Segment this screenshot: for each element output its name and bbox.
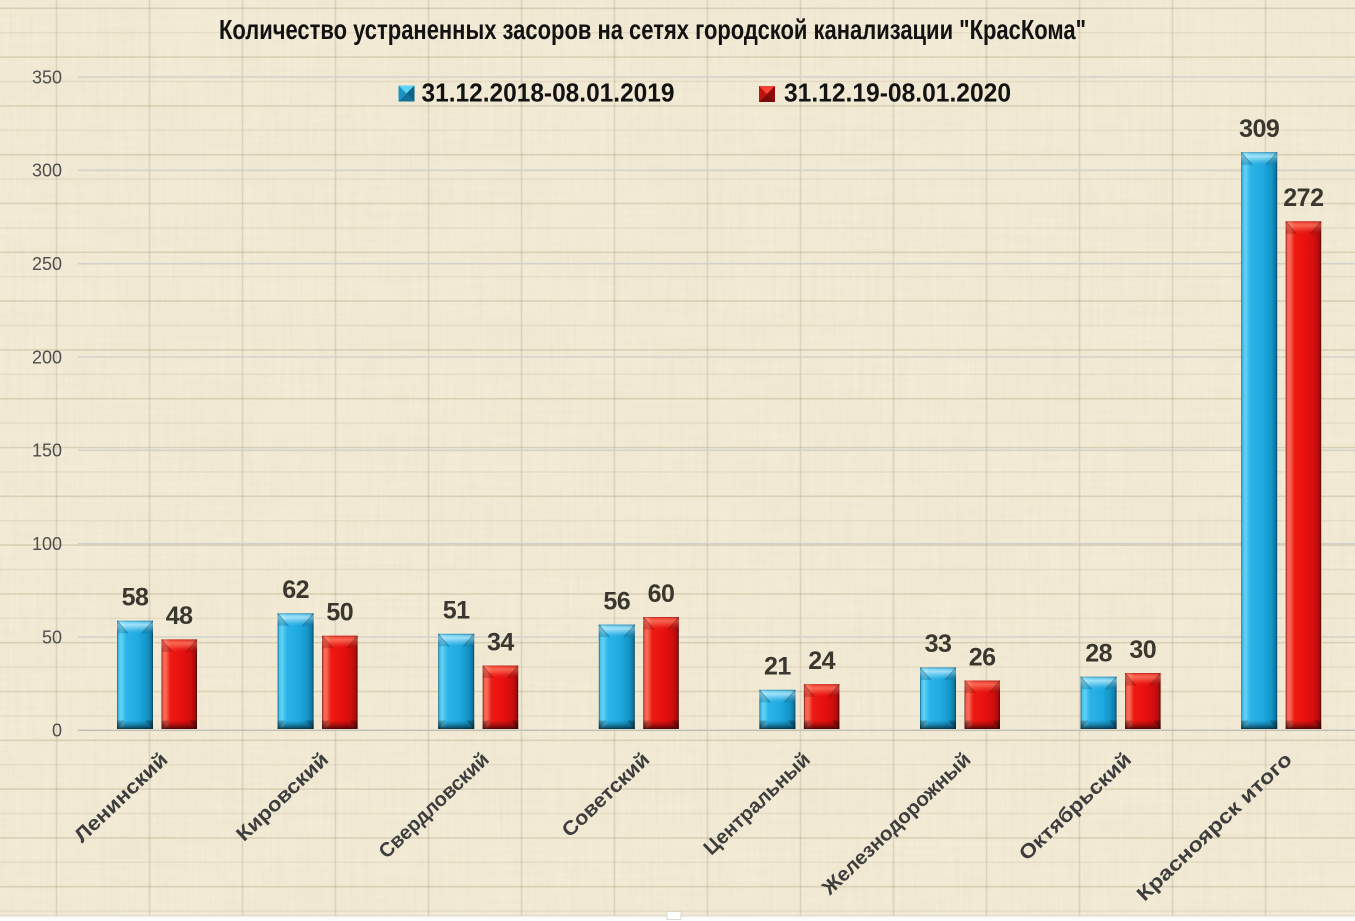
- svg-text:0: 0: [52, 721, 62, 741]
- svg-text:51: 51: [443, 597, 470, 625]
- svg-text:200: 200: [32, 347, 62, 367]
- svg-text:33: 33: [925, 630, 952, 658]
- svg-text:34: 34: [487, 628, 514, 656]
- svg-text:31.12.19-08.01.2020: 31.12.19-08.01.2020: [784, 78, 1011, 108]
- svg-text:28: 28: [1085, 640, 1112, 668]
- svg-text:56: 56: [603, 587, 630, 615]
- svg-text:30: 30: [1129, 636, 1156, 664]
- svg-text:48: 48: [166, 602, 193, 630]
- svg-text:50: 50: [42, 627, 62, 647]
- svg-text:Количество устраненных засоро: Количество устраненных засоров на сетях …: [219, 14, 1086, 45]
- svg-text:24: 24: [808, 647, 835, 675]
- svg-text:31.12.2018-08.01.2019: 31.12.2018-08.01.2019: [422, 78, 675, 108]
- svg-text:50: 50: [326, 599, 353, 627]
- svg-text:150: 150: [32, 441, 62, 461]
- svg-text:100: 100: [32, 534, 62, 554]
- svg-text:60: 60: [648, 580, 675, 608]
- svg-text:309: 309: [1239, 115, 1279, 143]
- svg-text:250: 250: [32, 254, 62, 274]
- svg-text:62: 62: [282, 576, 309, 604]
- svg-text:21: 21: [764, 653, 791, 681]
- svg-text:58: 58: [122, 584, 149, 612]
- svg-text:350: 350: [32, 67, 62, 87]
- svg-text:272: 272: [1283, 184, 1323, 212]
- svg-text:26: 26: [969, 643, 996, 671]
- svg-text:300: 300: [32, 161, 62, 181]
